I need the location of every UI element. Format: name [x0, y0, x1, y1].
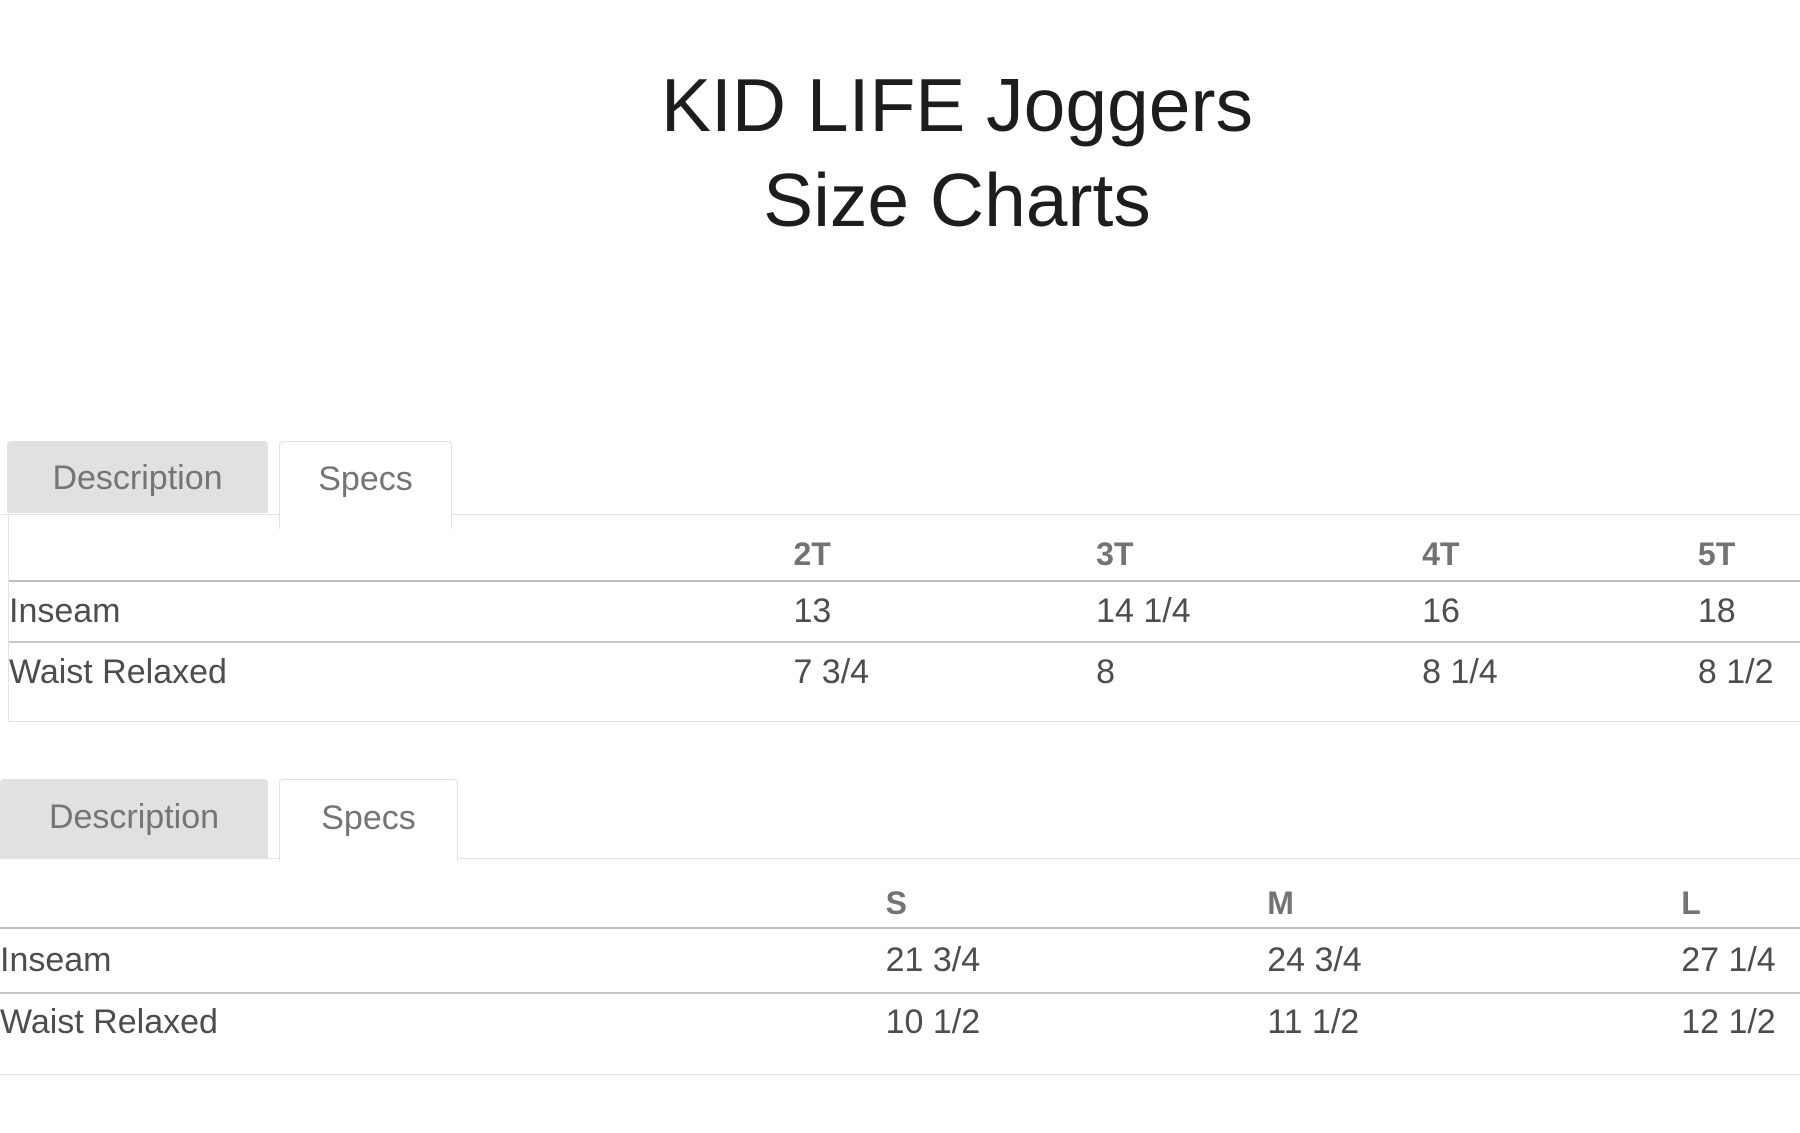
size-section-kids: Description Specs S M L Inseam 21 3/4 24… — [0, 779, 1800, 1075]
column-header: 2T — [793, 515, 1097, 582]
size-value: 16 — [1422, 581, 1698, 643]
tab-description-label: Description — [52, 459, 223, 497]
size-value: 8 1/2 — [1697, 653, 1774, 691]
page-title: KID LIFE Joggers Size Charts — [114, 0, 1800, 248]
page-title-line2: Size Charts — [763, 158, 1151, 242]
size-value: 27 1/4 — [1681, 928, 1800, 994]
row-label: Waist Relaxed — [9, 653, 227, 691]
tab-specs-label: Specs — [321, 799, 416, 837]
size-value: 8 1/4 — [1422, 653, 1498, 691]
column-header: S — [885, 859, 1268, 929]
column-header: L — [1681, 859, 1800, 929]
specs-panel-toddler: 2T 3T 4T 5T Inseam 13 14 1/4 16 18 Waist… — [8, 515, 1800, 722]
tab-description[interactable]: Description — [7, 441, 268, 513]
size-value: 18 — [1697, 581, 1800, 643]
size-value: 24 3/4 — [1267, 928, 1682, 994]
table-row-inseam: Inseam 13 14 1/4 16 18 — [9, 581, 1800, 643]
row-label: Inseam — [9, 581, 794, 643]
tab-bar-kids: Description Specs — [0, 779, 1800, 861]
tab-bar-toddler: Description Specs — [0, 441, 1800, 529]
table-row-waist-relaxed: Waist Relaxed 10 1/2 11 1/2 12 1/2 — [0, 993, 1800, 1074]
column-header: 3T — [1096, 515, 1423, 582]
tab-specs[interactable]: Specs — [279, 441, 452, 529]
size-table-toddler: 2T 3T 4T 5T Inseam 13 14 1/4 16 18 Waist… — [9, 515, 1800, 721]
size-value: 11 1/2 — [1267, 1003, 1360, 1041]
size-value: 14 1/4 — [1096, 581, 1423, 643]
column-header: M — [1267, 859, 1682, 929]
table-header-row: 2T 3T 4T 5T — [9, 515, 1800, 582]
column-header: 4T — [1422, 515, 1698, 582]
size-value: 21 3/4 — [885, 928, 1268, 994]
row-label: Waist Relaxed — [0, 1003, 218, 1041]
tab-description[interactable]: Description — [0, 779, 268, 858]
specs-panel-kids: S M L Inseam 21 3/4 24 3/4 27 1/4 Waist … — [0, 859, 1800, 1075]
table-row-inseam: Inseam 21 3/4 24 3/4 27 1/4 — [0, 928, 1800, 994]
size-value: 7 3/4 — [793, 653, 870, 691]
tab-specs[interactable]: Specs — [279, 779, 458, 861]
page-title-line1: KID LIFE Joggers — [661, 63, 1253, 147]
tab-description-label: Description — [48, 798, 220, 836]
row-label: Inseam — [0, 928, 886, 994]
size-value: 8 — [1096, 653, 1116, 691]
corner-cell — [0, 859, 886, 929]
table-row-waist-relaxed: Waist Relaxed 7 3/4 8 8 1/4 8 1/2 — [9, 642, 1800, 721]
size-section-toddler: Description Specs 2T 3T 4T 5T Inseam — [0, 441, 1800, 722]
size-value: 13 — [793, 581, 1097, 643]
size-table-kids: S M L Inseam 21 3/4 24 3/4 27 1/4 Waist … — [0, 859, 1800, 1074]
tab-specs-label: Specs — [318, 460, 413, 498]
column-header: 5T — [1697, 515, 1800, 582]
size-value: 10 1/2 — [885, 1003, 981, 1041]
table-header-row: S M L — [0, 859, 1800, 929]
size-value: 12 1/2 — [1681, 1003, 1776, 1041]
